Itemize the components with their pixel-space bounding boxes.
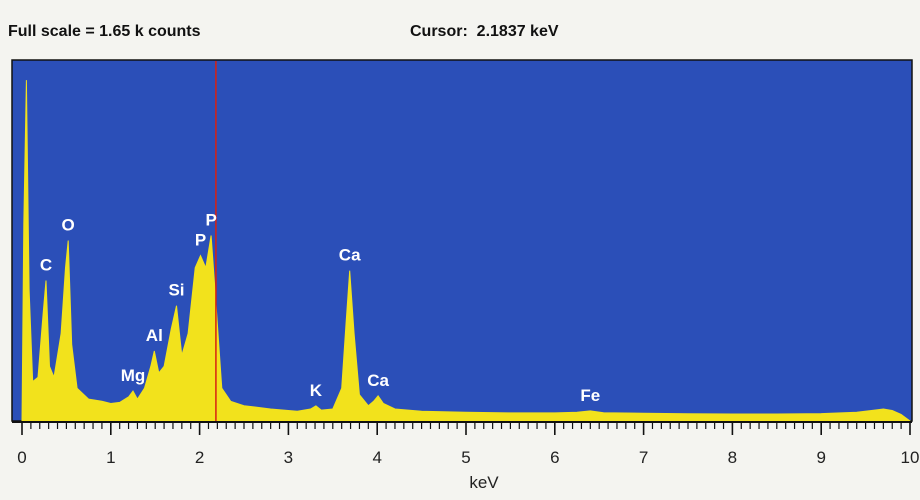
spectrum-area xyxy=(21,80,912,422)
peak-label: P xyxy=(205,210,216,229)
x-tick-label: 7 xyxy=(639,448,648,467)
peak-label: C xyxy=(40,256,52,275)
peak-label: K xyxy=(310,381,323,400)
x-tick-label: 5 xyxy=(461,448,470,467)
x-tick-label: 2 xyxy=(195,448,204,467)
peak-label: Ca xyxy=(339,246,361,265)
x-tick-label: 0 xyxy=(17,448,26,467)
peak-label: Al xyxy=(146,326,163,345)
x-tick-label: 1 xyxy=(106,448,115,467)
plot-background xyxy=(11,59,913,422)
peak-label: P xyxy=(195,231,206,250)
peak-label: Fe xyxy=(580,386,600,405)
peak-label: Mg xyxy=(121,366,146,385)
full-scale-text: Full scale = 1.65 k counts xyxy=(8,23,201,40)
x-tick-label: 8 xyxy=(728,448,737,467)
peak-label: Si xyxy=(168,281,184,300)
x-tick-label: 9 xyxy=(816,448,825,467)
peak-label: O xyxy=(62,216,75,235)
x-tick-label: 6 xyxy=(550,448,559,467)
x-tick-label: 10 xyxy=(901,448,920,467)
peak-label: Ca xyxy=(367,371,389,390)
x-axis-label: keV xyxy=(469,473,499,492)
x-tick-label: 4 xyxy=(372,448,381,467)
x-tick-label: 3 xyxy=(284,448,293,467)
cursor-text: Cursor: 2.1837 keV xyxy=(410,23,559,40)
